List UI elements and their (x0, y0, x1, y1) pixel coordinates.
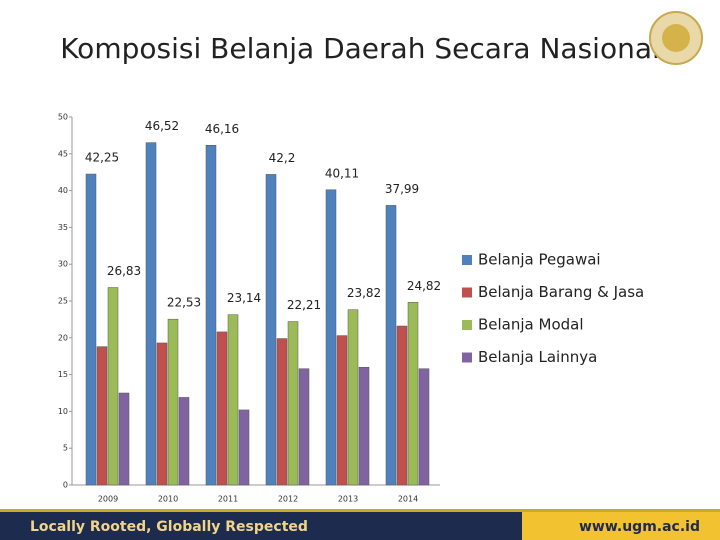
bar (287, 321, 299, 486)
bar (107, 287, 119, 486)
x-tick-label: 2013 (338, 495, 358, 504)
bar (96, 346, 108, 486)
value-label: 42,2 (269, 151, 296, 165)
bar (85, 173, 97, 486)
y-tick-label: 45 (58, 149, 68, 158)
y-tick-label: 10 (58, 407, 68, 416)
bar (385, 205, 397, 486)
legend-label: Belanja Pegawai (478, 251, 601, 269)
bar (325, 189, 337, 486)
bar (276, 338, 288, 486)
value-label: 23,82 (347, 286, 381, 300)
y-tick-label: 15 (58, 370, 68, 379)
legend-label: Belanja Modal (478, 316, 584, 334)
bar (347, 309, 359, 486)
bar (407, 302, 419, 486)
bar (336, 335, 348, 486)
bar (227, 314, 239, 486)
legend-label: Belanja Lainnya (478, 348, 597, 366)
y-tick-label: 30 (58, 260, 68, 269)
value-label: 37,99 (385, 182, 419, 196)
logo (649, 11, 703, 65)
bar (178, 397, 190, 486)
bar (238, 409, 250, 486)
legend-swatch (462, 255, 472, 265)
value-label: 42,25 (85, 151, 119, 165)
y-tick-label: 25 (58, 297, 68, 306)
bar (396, 325, 408, 486)
legend-swatch (462, 287, 472, 298)
slide-title: Komposisi Belanja Daerah Secara Nasional (60, 32, 660, 65)
x-tick-label: 2014 (398, 495, 418, 504)
value-label: 23,14 (227, 291, 261, 305)
value-label: 46,52 (145, 119, 179, 133)
y-tick-label: 35 (58, 223, 68, 232)
bar (167, 318, 179, 486)
bar (216, 331, 228, 486)
x-tick-label: 2011 (218, 495, 238, 504)
y-tick-label: 5 (63, 444, 68, 453)
y-tick-label: 50 (58, 113, 68, 122)
bar (205, 145, 217, 486)
y-tick-label: 0 (63, 481, 68, 490)
y-tick-label: 20 (58, 333, 68, 342)
legend-swatch (462, 320, 472, 330)
bar (298, 368, 310, 486)
bar (156, 342, 168, 486)
footer: Locally Rooted, Globally Respected www.u… (0, 509, 720, 540)
bar (118, 392, 130, 486)
legend-label: Belanja Barang & Jasa (478, 283, 644, 301)
value-label: 46,16 (205, 122, 239, 136)
x-tick-label: 2012 (278, 495, 298, 504)
footer-tagline: Locally Rooted, Globally Respected (30, 519, 308, 535)
bar (358, 366, 370, 486)
value-label: 40,11 (325, 166, 359, 180)
value-label: 22,21 (287, 298, 321, 312)
bar (265, 174, 277, 486)
legend-swatch (462, 352, 472, 363)
bar (145, 142, 157, 486)
x-tick-label: 2010 (158, 495, 178, 504)
y-tick-label: 40 (58, 186, 68, 195)
x-tick-label: 2009 (98, 495, 118, 504)
value-label: 22,53 (167, 296, 201, 310)
value-label: 26,83 (107, 264, 141, 278)
footer-url: www.ugm.ac.id (579, 519, 700, 535)
bar (418, 368, 430, 486)
value-label: 24,82 (407, 279, 441, 293)
